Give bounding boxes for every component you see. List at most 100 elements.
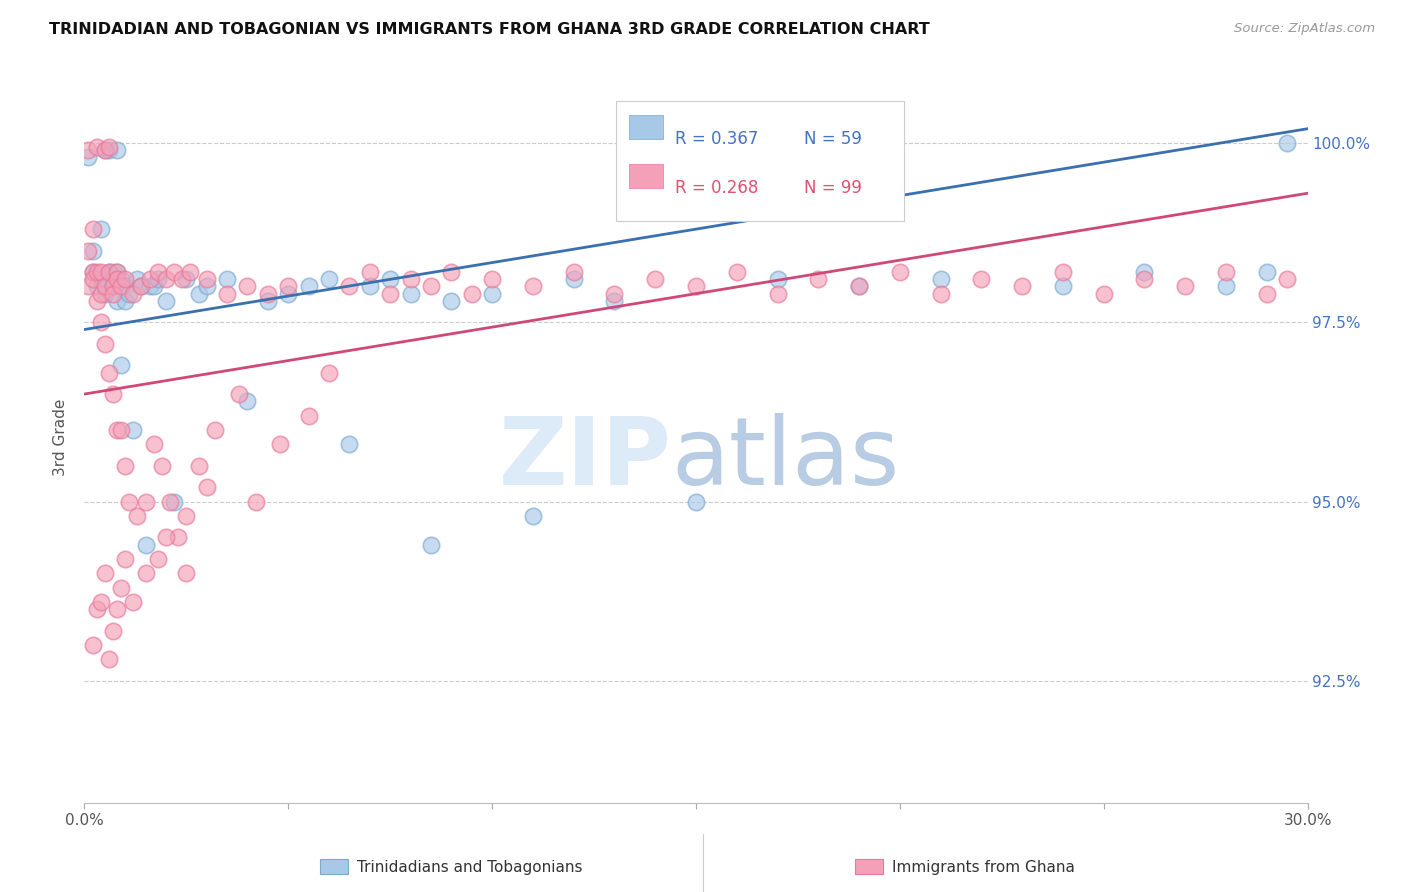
- Text: N = 99: N = 99: [804, 179, 862, 197]
- FancyBboxPatch shape: [616, 101, 904, 221]
- Point: [195, 272, 218, 286]
- Point: [766, 286, 789, 301]
- Point: [159, 494, 181, 508]
- Point: [1215, 265, 1237, 279]
- Point: [135, 566, 157, 581]
- Point: [1277, 272, 1299, 286]
- Point: [1277, 136, 1299, 150]
- Point: [135, 538, 157, 552]
- Point: [135, 494, 157, 508]
- Point: [1052, 265, 1074, 279]
- Text: atlas: atlas: [672, 413, 900, 505]
- Point: [101, 387, 124, 401]
- Point: [277, 279, 299, 293]
- Point: [399, 272, 422, 286]
- Point: [97, 652, 120, 666]
- Point: [228, 387, 250, 401]
- Point: [1133, 272, 1156, 286]
- Point: [105, 602, 128, 616]
- Point: [172, 272, 194, 286]
- Point: [929, 272, 952, 286]
- Point: [77, 244, 100, 258]
- Point: [179, 265, 201, 279]
- Point: [127, 508, 149, 523]
- Point: [114, 458, 136, 473]
- Point: [86, 293, 108, 308]
- Point: [420, 279, 443, 293]
- Point: [807, 272, 830, 286]
- Point: [97, 366, 120, 380]
- Point: [93, 143, 115, 157]
- Text: N = 59: N = 59: [804, 130, 862, 148]
- Point: [97, 265, 120, 279]
- Point: [138, 272, 160, 286]
- Point: [359, 265, 381, 279]
- Point: [187, 458, 209, 473]
- Point: [97, 265, 120, 279]
- Point: [93, 279, 115, 293]
- Point: [114, 279, 136, 293]
- Point: [380, 286, 402, 301]
- Point: [1256, 265, 1278, 279]
- Point: [101, 265, 124, 279]
- Point: [155, 293, 177, 308]
- Point: [114, 293, 136, 308]
- Point: [562, 272, 585, 286]
- Point: [105, 293, 128, 308]
- Point: [146, 552, 169, 566]
- Point: [77, 279, 100, 293]
- Point: [105, 143, 128, 157]
- Point: [90, 286, 112, 301]
- Point: [204, 423, 226, 437]
- Point: [93, 279, 115, 293]
- Point: [217, 286, 239, 301]
- Point: [380, 272, 402, 286]
- Point: [93, 336, 115, 351]
- Point: [90, 595, 112, 609]
- Point: [86, 139, 108, 153]
- Point: [970, 272, 993, 286]
- Point: [110, 272, 132, 286]
- Point: [298, 409, 321, 423]
- Point: [122, 286, 145, 301]
- Point: [174, 508, 197, 523]
- Point: [105, 265, 128, 279]
- Point: [82, 265, 104, 279]
- Point: [1052, 279, 1074, 293]
- Point: [82, 265, 104, 279]
- Point: [562, 265, 585, 279]
- Point: [257, 286, 280, 301]
- Point: [90, 222, 112, 236]
- Point: [90, 265, 112, 279]
- Point: [138, 279, 160, 293]
- Point: [101, 279, 124, 293]
- Point: [766, 272, 789, 286]
- Point: [122, 423, 145, 437]
- Point: [461, 286, 484, 301]
- Point: [146, 265, 169, 279]
- Point: [110, 359, 132, 373]
- Point: [245, 494, 267, 508]
- Text: Source: ZipAtlas.com: Source: ZipAtlas.com: [1234, 22, 1375, 36]
- Point: [101, 624, 124, 638]
- Point: [1215, 279, 1237, 293]
- Point: [131, 279, 153, 293]
- Point: [889, 265, 911, 279]
- Point: [1092, 286, 1115, 301]
- Point: [97, 139, 120, 153]
- Point: [685, 279, 707, 293]
- Point: [131, 279, 153, 293]
- Point: [420, 538, 443, 552]
- Point: [481, 272, 503, 286]
- Point: [339, 279, 361, 293]
- Point: [82, 272, 104, 286]
- Y-axis label: 3rd Grade: 3rd Grade: [53, 399, 69, 475]
- Point: [101, 272, 124, 286]
- Text: R = 0.268: R = 0.268: [675, 179, 759, 197]
- Point: [118, 286, 141, 301]
- Point: [114, 552, 136, 566]
- Point: [603, 293, 626, 308]
- Point: [122, 595, 145, 609]
- Point: [399, 286, 422, 301]
- Point: [105, 423, 128, 437]
